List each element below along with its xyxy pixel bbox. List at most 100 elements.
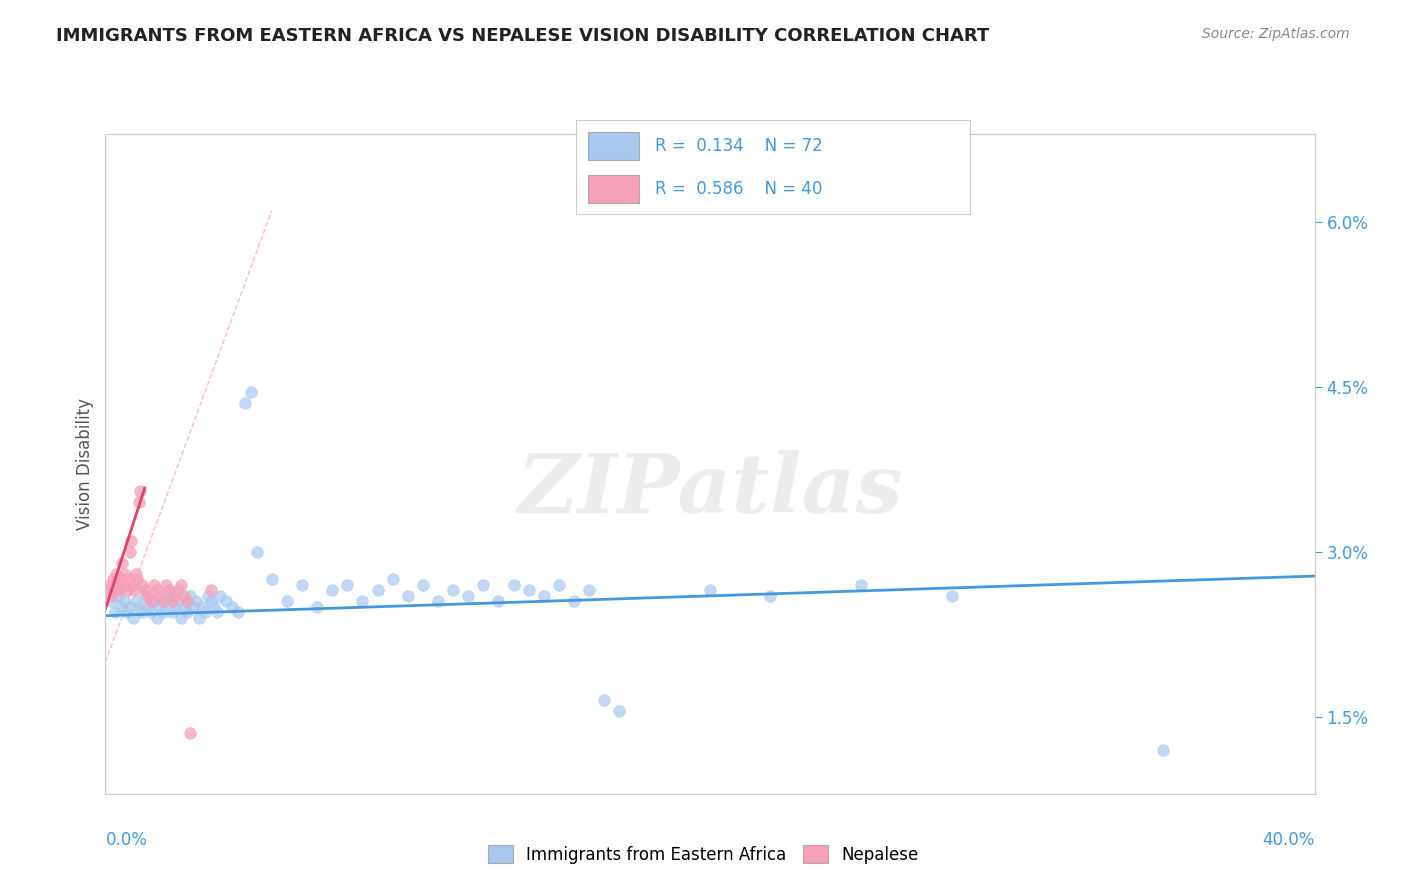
Point xyxy=(98,578,121,592)
Point xyxy=(128,495,150,509)
Point xyxy=(200,583,222,598)
Point xyxy=(941,589,963,603)
Point xyxy=(176,594,198,608)
Point xyxy=(125,594,148,608)
Text: ZIPatlas: ZIPatlas xyxy=(517,450,903,530)
Point xyxy=(533,589,555,603)
Point xyxy=(276,594,298,608)
Point xyxy=(157,589,180,603)
Text: R =  0.134    N = 72: R = 0.134 N = 72 xyxy=(655,136,823,154)
Point xyxy=(100,589,122,603)
Point xyxy=(396,589,419,603)
Point xyxy=(108,583,131,598)
Point xyxy=(441,583,464,598)
Point xyxy=(136,599,159,614)
Point xyxy=(179,589,201,603)
Point xyxy=(149,589,172,603)
Point xyxy=(427,594,450,608)
Point xyxy=(173,589,195,603)
Point xyxy=(97,583,120,598)
Point xyxy=(336,578,359,592)
Point xyxy=(246,545,269,559)
Text: 40.0%: 40.0% xyxy=(1263,831,1315,849)
Point xyxy=(112,578,135,592)
Point xyxy=(173,599,195,614)
Point xyxy=(412,578,434,592)
Text: Source: ZipAtlas.com: Source: ZipAtlas.com xyxy=(1202,27,1350,41)
Point xyxy=(609,705,631,719)
Point xyxy=(160,594,183,608)
Point xyxy=(155,578,177,592)
Point xyxy=(100,594,122,608)
Point xyxy=(142,578,165,592)
Point xyxy=(367,583,389,598)
Point xyxy=(197,589,219,603)
Point xyxy=(578,583,600,598)
Point xyxy=(115,605,138,619)
Point xyxy=(209,589,232,603)
Point xyxy=(118,599,141,614)
Point xyxy=(110,599,132,614)
Point xyxy=(307,599,329,614)
Point xyxy=(472,578,495,592)
Point xyxy=(155,594,177,608)
Point xyxy=(179,726,201,740)
Point xyxy=(120,533,142,548)
Point xyxy=(152,605,174,619)
Point xyxy=(129,484,152,499)
Point xyxy=(260,573,283,587)
Point xyxy=(181,599,204,614)
Point xyxy=(118,545,141,559)
Point xyxy=(107,589,129,603)
Point xyxy=(593,693,616,707)
Point xyxy=(1153,743,1175,757)
Point xyxy=(152,594,174,608)
Point xyxy=(562,594,585,608)
Point xyxy=(146,611,169,625)
Point xyxy=(502,578,524,592)
Point xyxy=(228,605,250,619)
Point xyxy=(160,605,183,619)
Point xyxy=(103,583,125,598)
Point xyxy=(146,583,169,598)
Bar xyxy=(588,175,640,202)
Text: R =  0.586    N = 40: R = 0.586 N = 40 xyxy=(655,180,823,198)
Point xyxy=(170,611,193,625)
Point xyxy=(488,594,510,608)
Point xyxy=(352,594,374,608)
Point xyxy=(291,578,314,592)
Point xyxy=(125,566,148,581)
Point xyxy=(131,578,153,592)
Point xyxy=(101,573,124,587)
Point xyxy=(139,594,162,608)
Bar xyxy=(588,132,640,160)
Point xyxy=(849,578,872,592)
Point xyxy=(194,605,217,619)
Legend: Immigrants from Eastern Africa, Nepalese: Immigrants from Eastern Africa, Nepalese xyxy=(481,838,925,871)
Point xyxy=(107,578,129,592)
Point xyxy=(111,556,134,570)
Point xyxy=(103,605,125,619)
Point xyxy=(157,583,180,598)
Text: 0.0%: 0.0% xyxy=(105,831,148,849)
Point xyxy=(188,611,211,625)
Point xyxy=(105,566,128,581)
Point xyxy=(121,578,143,592)
Point xyxy=(117,573,139,587)
Point xyxy=(381,573,404,587)
Point xyxy=(149,599,172,614)
Point xyxy=(112,594,135,608)
Point xyxy=(233,396,256,410)
Point xyxy=(167,583,190,598)
Point xyxy=(321,583,343,598)
Text: IMMIGRANTS FROM EASTERN AFRICA VS NEPALESE VISION DISABILITY CORRELATION CHART: IMMIGRANTS FROM EASTERN AFRICA VS NEPALE… xyxy=(56,27,990,45)
Point xyxy=(110,573,132,587)
Point xyxy=(517,583,540,598)
Y-axis label: Vision Disability: Vision Disability xyxy=(76,398,94,530)
Point xyxy=(134,589,156,603)
Point xyxy=(131,605,153,619)
Point xyxy=(176,605,198,619)
Point xyxy=(127,573,149,587)
Point xyxy=(167,594,190,608)
Point xyxy=(457,589,479,603)
